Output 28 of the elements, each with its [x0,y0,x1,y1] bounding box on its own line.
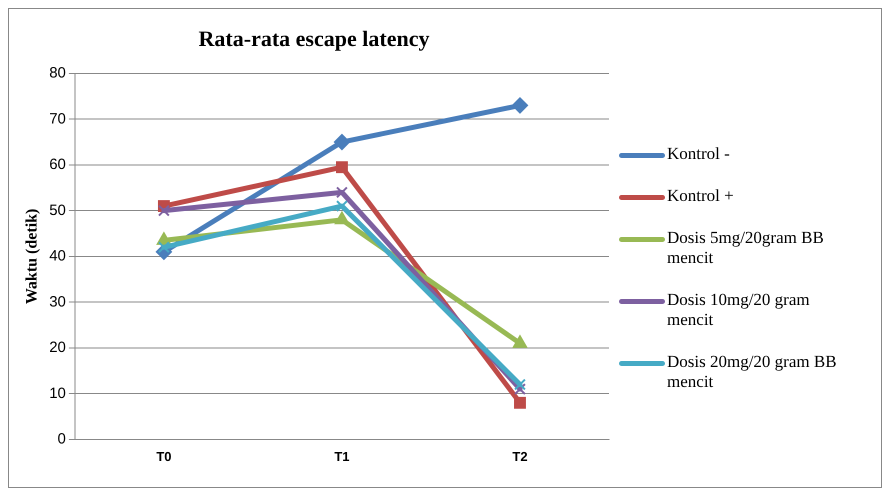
y-tick-label: 80 [49,64,66,82]
chart-title: Rata-rata escape latency [198,26,430,51]
y-tick-label: 20 [49,339,66,356]
y-tick-label: 60 [49,156,66,174]
point [514,383,526,396]
point [336,200,348,212]
y-tick-label: 50 [49,202,66,219]
y-axis-title: Waktu (detik) [24,208,41,304]
legend-label: Dosis 10mg/20 gram mencit [667,290,811,330]
point [334,134,350,150]
x-tick-label: T1 [334,448,350,464]
legend-label: Kontrol - [667,144,730,164]
legend-label: Kontrol + [667,186,734,206]
point [336,186,348,198]
x-tick-label: T2 [512,448,528,464]
point [514,378,526,390]
point [158,204,170,217]
x-tick-label: T0 [156,448,172,464]
y-tick-label: 40 [49,248,66,265]
y-tick-label: 70 [49,110,66,128]
legend-label: Dosis 20mg/20 gram BB mencit [667,352,838,392]
y-tick-label: 0 [58,430,66,448]
point [336,161,348,174]
y-tick-label: 10 [49,384,66,402]
legend-label: Dosis 5mg/20gram BB mencit [667,228,825,268]
point [512,97,528,114]
point [514,396,526,409]
y-tick-label: 30 [49,293,66,310]
